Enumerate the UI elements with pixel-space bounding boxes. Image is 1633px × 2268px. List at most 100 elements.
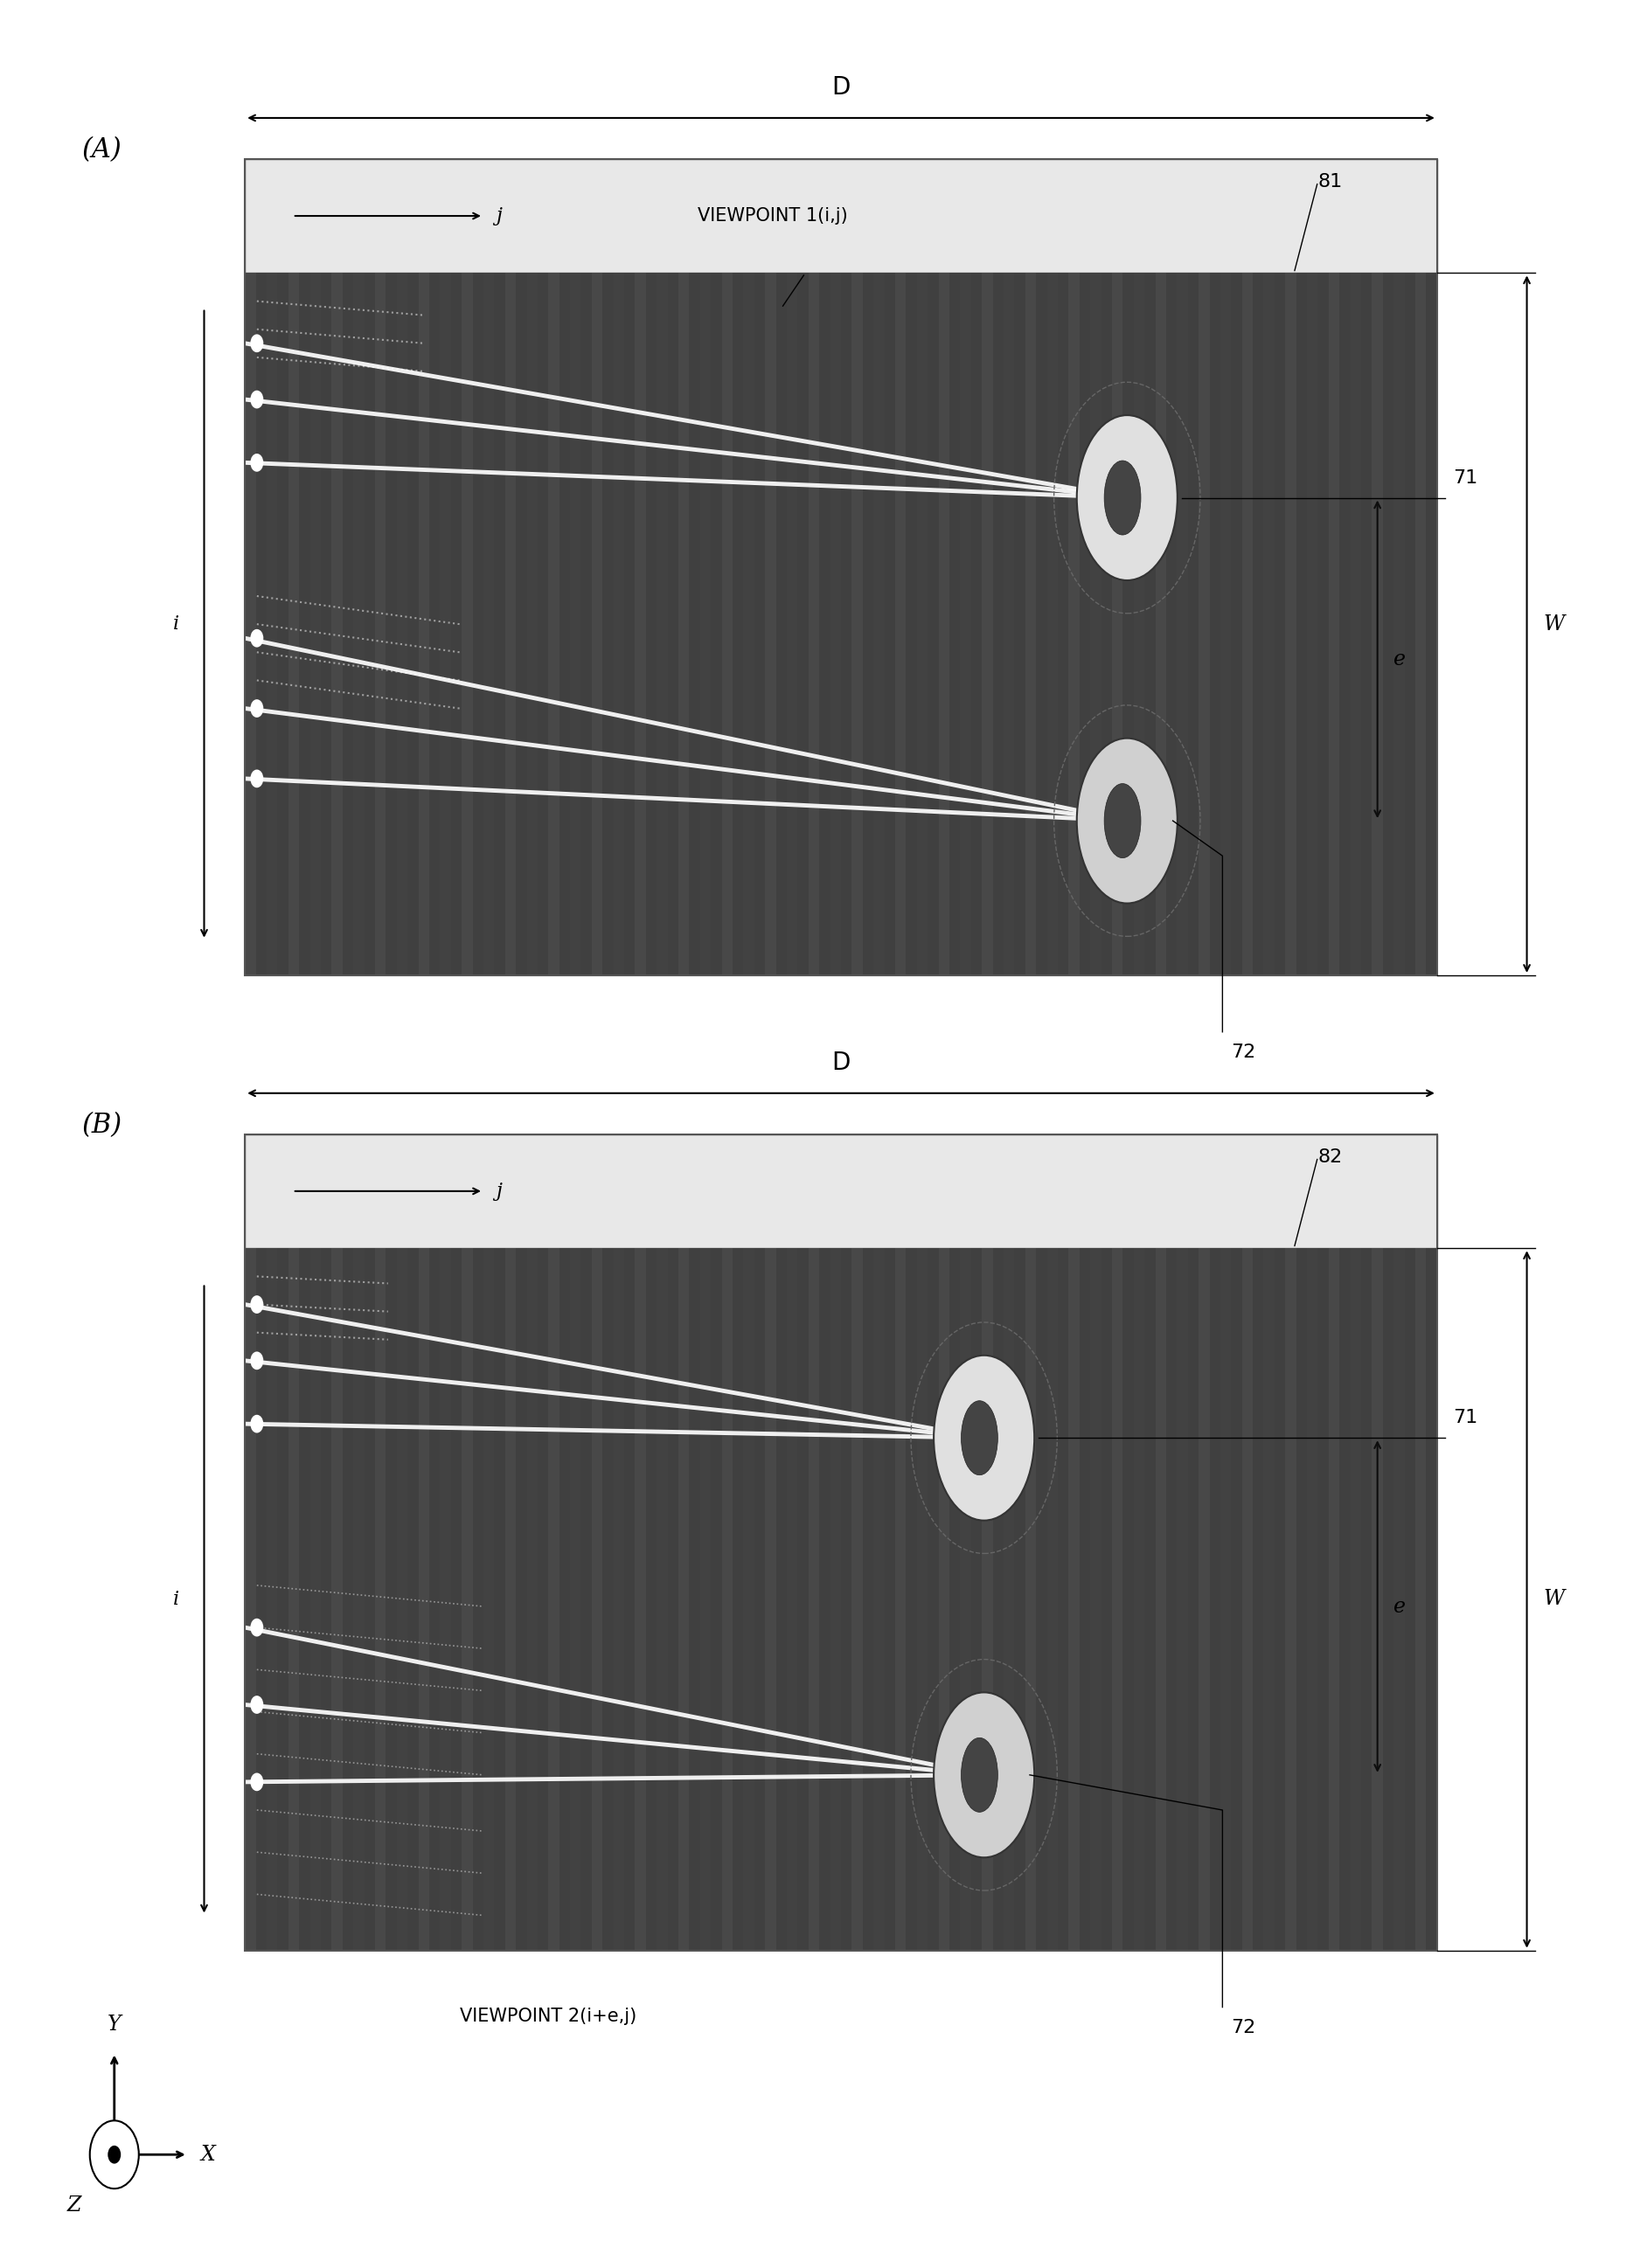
Text: W: W: [1543, 615, 1564, 635]
FancyBboxPatch shape: [1372, 1247, 1383, 1950]
Ellipse shape: [1104, 785, 1141, 857]
FancyBboxPatch shape: [1112, 1247, 1124, 1950]
FancyBboxPatch shape: [981, 1247, 993, 1950]
FancyBboxPatch shape: [376, 272, 385, 975]
Circle shape: [250, 699, 263, 717]
FancyBboxPatch shape: [1416, 1247, 1426, 1950]
FancyBboxPatch shape: [1112, 272, 1124, 975]
FancyBboxPatch shape: [939, 1247, 949, 1950]
Text: VIEWPOINT 1(i,j): VIEWPOINT 1(i,j): [697, 206, 848, 225]
Circle shape: [90, 2121, 139, 2189]
FancyBboxPatch shape: [1372, 272, 1383, 975]
Text: 71: 71: [1453, 469, 1478, 485]
FancyBboxPatch shape: [418, 1247, 429, 1950]
Text: 82: 82: [1318, 1148, 1342, 1166]
FancyBboxPatch shape: [808, 1247, 820, 1950]
Text: D: D: [831, 75, 851, 100]
Text: e: e: [1395, 649, 1406, 669]
Text: Z: Z: [67, 2195, 82, 2216]
Ellipse shape: [962, 1737, 998, 1812]
Circle shape: [250, 1295, 263, 1313]
Circle shape: [250, 390, 263, 408]
FancyBboxPatch shape: [722, 272, 733, 975]
FancyBboxPatch shape: [505, 272, 516, 975]
FancyBboxPatch shape: [678, 272, 689, 975]
FancyBboxPatch shape: [808, 272, 820, 975]
Ellipse shape: [934, 1692, 1034, 1857]
Text: VIEWPOINT 2(i+e,j): VIEWPOINT 2(i+e,j): [459, 2007, 637, 2025]
FancyBboxPatch shape: [591, 272, 603, 975]
FancyBboxPatch shape: [1243, 1247, 1253, 1950]
FancyBboxPatch shape: [1243, 272, 1253, 975]
Text: (A): (A): [82, 136, 121, 163]
FancyBboxPatch shape: [331, 1247, 343, 1950]
Ellipse shape: [1104, 460, 1141, 535]
Text: Y: Y: [108, 2014, 121, 2034]
Circle shape: [250, 1774, 263, 1792]
FancyBboxPatch shape: [766, 272, 776, 975]
FancyBboxPatch shape: [766, 1247, 776, 1950]
FancyBboxPatch shape: [895, 1247, 906, 1950]
Ellipse shape: [934, 1356, 1034, 1520]
FancyBboxPatch shape: [549, 1247, 558, 1950]
FancyBboxPatch shape: [245, 1247, 256, 1950]
Text: e: e: [1395, 1597, 1406, 1617]
FancyBboxPatch shape: [1026, 272, 1035, 975]
FancyBboxPatch shape: [245, 1134, 1437, 1247]
FancyBboxPatch shape: [981, 272, 993, 975]
Text: (B): (B): [82, 1111, 122, 1139]
FancyBboxPatch shape: [331, 272, 343, 975]
Ellipse shape: [1076, 415, 1177, 581]
Text: i: i: [173, 615, 180, 633]
FancyBboxPatch shape: [245, 272, 1437, 975]
FancyBboxPatch shape: [505, 1247, 516, 1950]
FancyBboxPatch shape: [1285, 272, 1297, 975]
FancyBboxPatch shape: [1068, 1247, 1079, 1950]
FancyBboxPatch shape: [245, 272, 256, 975]
Text: 72: 72: [1231, 2019, 1256, 2037]
FancyBboxPatch shape: [549, 272, 558, 975]
FancyBboxPatch shape: [852, 1247, 862, 1950]
FancyBboxPatch shape: [462, 1247, 472, 1950]
Circle shape: [250, 1696, 263, 1715]
Text: 71: 71: [1453, 1408, 1478, 1427]
FancyBboxPatch shape: [635, 272, 647, 975]
FancyBboxPatch shape: [591, 1247, 603, 1950]
Circle shape: [108, 2146, 121, 2164]
FancyBboxPatch shape: [245, 159, 1437, 272]
FancyBboxPatch shape: [1199, 1247, 1210, 1950]
FancyBboxPatch shape: [245, 1247, 1437, 1950]
FancyBboxPatch shape: [1199, 272, 1210, 975]
Circle shape: [250, 769, 263, 787]
FancyBboxPatch shape: [418, 272, 429, 975]
Text: X: X: [201, 2146, 216, 2164]
Text: W: W: [1543, 1590, 1564, 1610]
FancyBboxPatch shape: [678, 1247, 689, 1950]
FancyBboxPatch shape: [1285, 1247, 1297, 1950]
Circle shape: [250, 333, 263, 352]
FancyBboxPatch shape: [289, 272, 299, 975]
Text: j: j: [495, 206, 501, 225]
FancyBboxPatch shape: [852, 272, 862, 975]
FancyBboxPatch shape: [939, 272, 949, 975]
FancyBboxPatch shape: [1155, 272, 1166, 975]
FancyBboxPatch shape: [376, 1247, 385, 1950]
Circle shape: [250, 628, 263, 646]
FancyBboxPatch shape: [722, 1247, 733, 1950]
Circle shape: [250, 454, 263, 472]
FancyBboxPatch shape: [1329, 272, 1339, 975]
Circle shape: [250, 1352, 263, 1370]
FancyBboxPatch shape: [289, 1247, 299, 1950]
FancyBboxPatch shape: [1329, 1247, 1339, 1950]
Ellipse shape: [1076, 737, 1177, 903]
Circle shape: [250, 1415, 263, 1433]
FancyBboxPatch shape: [1416, 272, 1426, 975]
Ellipse shape: [962, 1402, 998, 1474]
Text: D: D: [831, 1050, 851, 1075]
FancyBboxPatch shape: [635, 1247, 647, 1950]
FancyBboxPatch shape: [1155, 1247, 1166, 1950]
Text: i: i: [173, 1590, 180, 1608]
FancyBboxPatch shape: [895, 272, 906, 975]
Circle shape: [250, 1619, 263, 1637]
Text: 72: 72: [1231, 1043, 1256, 1061]
